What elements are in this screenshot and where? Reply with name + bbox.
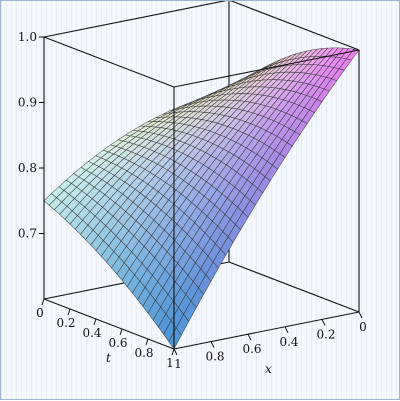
box-edge [173,311,360,350]
z-tick-label: 0.8 [18,161,37,175]
t-tick-label: 1 [166,356,174,370]
t-tick-mark [93,318,97,326]
z-tick-label: 1.0 [18,30,37,44]
x-tick-label: 0.6 [242,342,261,356]
x-tick-label: 0.4 [279,335,298,349]
x-tick-mark [247,333,252,341]
x-tick-mark [210,341,215,348]
axis-ticks: 0 0.2 0.4 0.6 0.8 1 0 0.2 0.4 0.6 0.8 1 0.7 0.8 0.9 1.0 [18,30,367,371]
x-tick-label: 0.2 [316,327,335,341]
box-edge [43,1,227,38]
z-tick-label: 0.9 [18,96,37,110]
t-tick-label: 0.8 [134,346,153,360]
box-edge [230,1,360,51]
x-tick-mark [358,311,363,319]
box-edge [43,36,175,88]
t-axis-title: t [106,351,111,365]
t-tick-mark [119,328,123,336]
t-tick-mark [67,308,71,316]
x-axis-title: x [265,362,272,376]
t-tick-mark [41,298,45,306]
x-tick-label: 1 [174,357,182,371]
box-edge [43,298,175,350]
x-tick-mark [173,348,178,356]
x-tick-label: 0 [359,320,367,334]
x-tick-mark [284,326,289,334]
t-tick-label: 0 [36,306,44,320]
box-edge [173,49,360,88]
box-front-edges [43,36,360,350]
t-tick-label: 0.4 [82,326,101,340]
t-tick-mark [145,338,149,346]
surface-mesh [43,47,360,350]
t-tick-mark [171,348,175,356]
x-tick-mark [321,319,326,326]
t-tick-label: 0.2 [56,316,75,330]
t-tick-label: 0.6 [108,336,127,350]
box-edge [228,261,360,313]
x-tick-label: 0.8 [205,350,224,364]
z-tick-label: 0.7 [18,227,37,241]
